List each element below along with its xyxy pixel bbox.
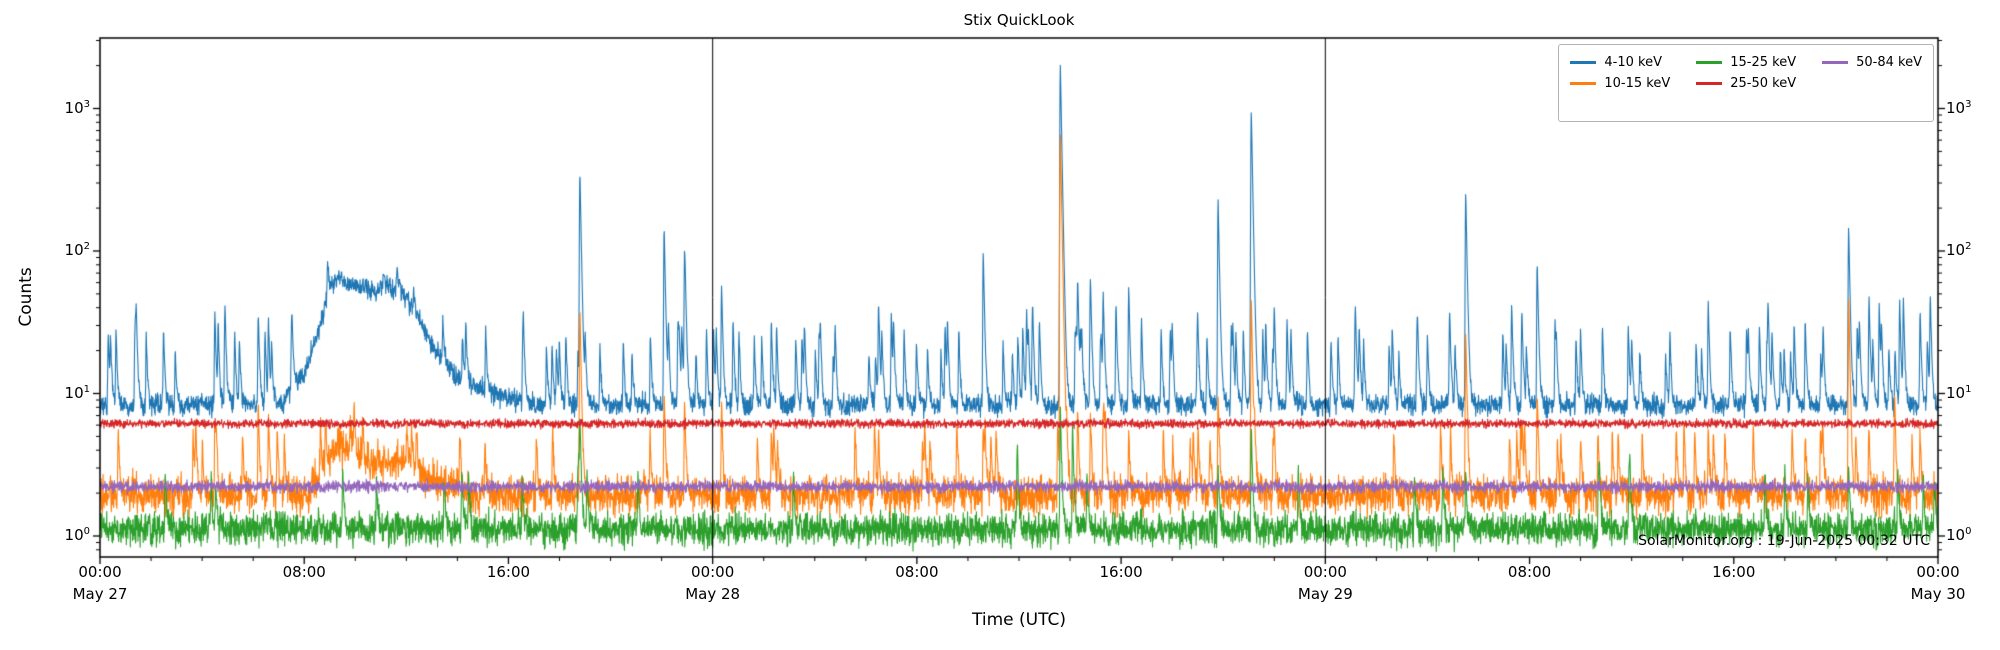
x-tick-label: 00:00 xyxy=(1303,563,1347,581)
legend-swatch xyxy=(1570,82,1597,85)
date-label: May 27 xyxy=(72,585,128,603)
legend-entry: 50-84 keV xyxy=(1822,53,1922,72)
y-tick-label: 101 xyxy=(1946,383,1972,402)
legend-entry: 4-10 keV xyxy=(1570,53,1670,72)
chart-title: Stix QuickLook xyxy=(963,11,1075,29)
x-tick-label: 16:00 xyxy=(1712,563,1756,581)
x-tick-label: 16:00 xyxy=(486,563,531,581)
x-axis-label: Time (UTC) xyxy=(972,610,1066,630)
legend-entry: 15-25 keV xyxy=(1696,53,1796,72)
legend-label: 4-10 keV xyxy=(1604,55,1662,70)
legend-swatch xyxy=(1696,82,1723,85)
y-tick-label: 102 xyxy=(1946,241,1972,260)
x-tick-label: 00:00 xyxy=(691,563,735,581)
date-label: May 30 xyxy=(1910,585,1966,603)
x-tick-label: 00:00 xyxy=(78,563,122,581)
legend-swatch xyxy=(1570,61,1597,64)
x-tick-label: 00:00 xyxy=(1916,563,1960,581)
legend-entry: 10-15 keV xyxy=(1570,74,1670,93)
legend: 4-10 keV 10-15 keV 15-25 keV 25-50 keV 50-84… xyxy=(1558,44,1934,122)
y-tick-label: 103 xyxy=(64,98,90,117)
date-label: May 28 xyxy=(685,585,741,603)
y-tick-label: 100 xyxy=(64,526,90,545)
legend-entry: 25-50 keV xyxy=(1696,74,1796,93)
watermark-text: SolarMonitor.org : 19-Jun-2025 00:32 UTC xyxy=(1638,533,1930,549)
y-tick-label: 100 xyxy=(1946,526,1972,545)
x-tick-label: 08:00 xyxy=(282,563,326,581)
x-tick-label: 08:00 xyxy=(1507,563,1552,581)
y-tick-label: 103 xyxy=(1946,98,1972,117)
legend-label: 50-84 keV xyxy=(1856,55,1922,70)
legend-label: 25-50 keV xyxy=(1730,76,1797,91)
date-label: May 29 xyxy=(1297,585,1353,603)
legend-swatch xyxy=(1822,61,1849,64)
y-tick-label: 102 xyxy=(64,241,90,260)
y-tick-label: 101 xyxy=(64,383,90,402)
x-tick-label: 08:00 xyxy=(895,563,939,581)
x-tick-label: 16:00 xyxy=(1099,563,1143,581)
legend-label: 10-15 keV xyxy=(1604,76,1671,91)
y-axis-label: Counts xyxy=(16,267,36,327)
legend-swatch xyxy=(1696,61,1723,64)
legend-label: 15-25 keV xyxy=(1730,55,1797,70)
